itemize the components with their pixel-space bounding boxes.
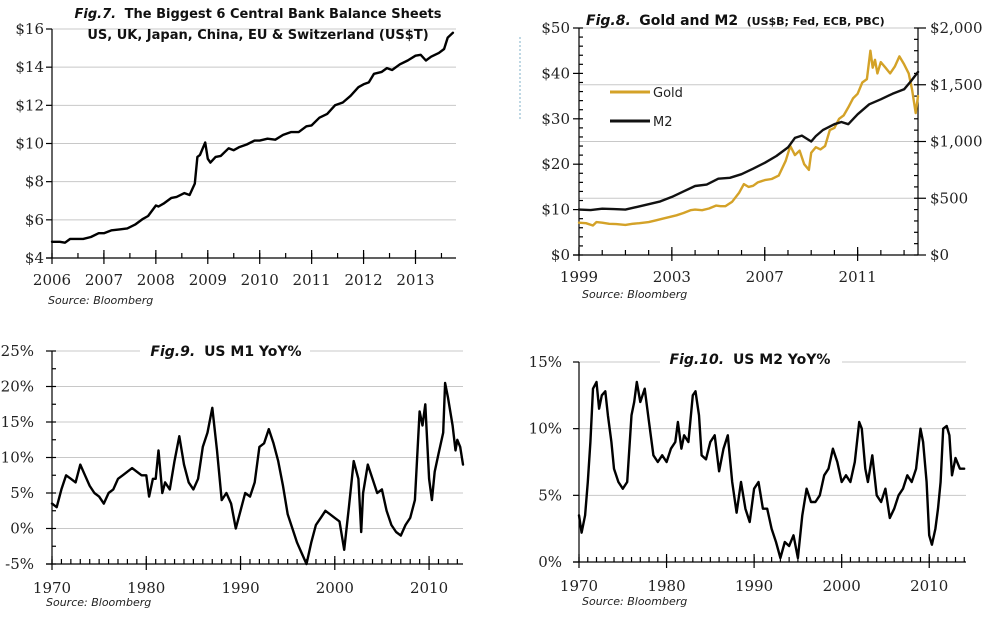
fig10-ytick-label: 5%: [538, 486, 562, 504]
fig9-title: Fig.9. US M1 YoY%: [150, 344, 301, 360]
chart-fig10: 0% 5% 10% 15% 1970 1980 1990 2000 2010 Fig.10. U…: [529, 350, 966, 608]
fig10-xtick-label: 1980: [647, 577, 685, 595]
fig9-ytick-label: 5%: [10, 484, 34, 502]
fig8-title-main: Gold and M2: [639, 13, 738, 29]
fig9-ytick-label: 20%: [1, 378, 34, 396]
fig9-series-us-m1-yoy--line: [50, 381, 465, 566]
fig7-xtick-label: 2010: [241, 271, 279, 289]
fig10-xtick-label: 2010: [910, 577, 948, 595]
fig8-series-gold-line: [577, 49, 920, 227]
fig10-xtick-label: 1990: [735, 577, 773, 595]
fig8-ytick-label: $0: [551, 246, 570, 264]
fig7-xtick-label: 2012: [344, 271, 382, 289]
fig10-series-us-m2-yoy--line: [577, 380, 966, 560]
fig9-ytick-label: 0%: [10, 520, 34, 538]
fig7-xtick-label: 2009: [189, 271, 227, 289]
fig8-xtick-label: 1999: [560, 268, 598, 286]
fig8-title-suffix: (US$B; Fed, ECB, PBC): [747, 15, 885, 28]
fig7-subtitle: US, UK, Japan, China, EU & Switzerland (…: [87, 28, 428, 43]
fig9-title-main: US M1 YoY%: [204, 344, 302, 360]
chart-fig9: -5%0%5%10%15%20%25%1970 1980 1990 2000 2010 …: [1, 340, 465, 609]
fig7-series: [50, 31, 455, 244]
fig7-ytick-label: $8: [25, 173, 44, 191]
chart-fig8: $0 $10 $20 $30 $40 $50 $0 $500 $1,000 $1,500 $2,00…: [519, 13, 983, 301]
fig10-ytick-label: 15%: [529, 353, 562, 371]
fig10-xtick-label: 2000: [823, 577, 861, 595]
fig10-title: Fig.10. US M2 YoY%: [670, 352, 831, 368]
fig10-xtick-label: 1970: [560, 577, 598, 595]
fig9-title-prefix: Fig.9.: [150, 344, 195, 360]
fig8-series-m2-line: [577, 70, 920, 212]
fig8-legend-m2-label: M2: [653, 115, 673, 130]
fig10-series: [577, 380, 966, 560]
fig8-gridlines: [579, 27, 918, 199]
fig7-axes: [46, 28, 456, 264]
fig7-xtick-label: 2007: [85, 271, 123, 289]
fig8-ytick-label: $30: [541, 110, 570, 128]
fig8-ytick-right-label: $1,500: [930, 76, 983, 94]
fig9-xtick-label: 2010: [410, 579, 448, 597]
fig9-series: [50, 381, 465, 566]
fig7-series-central-bank-balance-sheets-line: [50, 31, 455, 244]
fig8-title: Fig.8. Gold and M2 (US$B; Fed, ECB, PBC): [586, 13, 885, 29]
fig7-xtick-label: 2008: [137, 271, 175, 289]
fig8-ytick-right-label: $0: [930, 246, 949, 264]
fig7-ytick-label: $12: [15, 96, 44, 114]
fig9-title-bg: [140, 340, 310, 360]
fig10-title-main: US M2 YoY%: [733, 352, 831, 368]
fig9-xtick-label: 2000: [316, 579, 354, 597]
fig9-xtick-label: 1970: [33, 579, 71, 597]
fig9-tick-labels: -5% 0% 5% 10% 15% 20% 25% 1970 1980 1990 2000 2010: [1, 342, 449, 597]
fig7-ytick-label: $6: [25, 211, 44, 229]
fig7-title-main: The Biggest 6 Central Bank Balance Sheet…: [125, 7, 442, 22]
fig9-gridlines: [52, 350, 463, 529]
fig7-gridlines: [52, 28, 456, 221]
chart-fig7: $4 $6 $8 $10 $12 $14 $16 2006 2007 2008 2009 2010 20…: [15, 7, 456, 307]
fig7-source: Source: Bloomberg: [48, 294, 153, 307]
fig8-ytick-right-label: $1,000: [930, 133, 983, 151]
fig7-ytick-label: $14: [15, 58, 44, 76]
fig8-axes: [573, 27, 926, 261]
fig8-xtick-label: 2011: [839, 268, 877, 286]
fig10-ytick-label: 0%: [538, 553, 562, 571]
fig7-title: Fig.7. The Biggest 6 Central Bank Balanc…: [75, 7, 442, 22]
fig7-ytick-label: $10: [15, 135, 44, 153]
fig7-ytick-label: $4: [25, 249, 44, 267]
fig8-ytick-label: $20: [541, 155, 570, 173]
fig8-ytick-label: $10: [541, 201, 570, 219]
fig9-ytick-label: 25%: [1, 342, 34, 360]
fig10-title-prefix: Fig.10.: [670, 352, 725, 368]
fig8-tick-labels: $0 $10 $20 $30 $40 $50 $0 $500 $1,000 $1,500 $2,00…: [541, 19, 982, 286]
fig9-ytick-label: 15%: [1, 413, 34, 431]
fig8-ytick-label: $40: [541, 64, 570, 82]
fig10-tick-labels: 0% 5% 10% 15% 1970 1980 1990 2000 2010: [529, 353, 949, 595]
fig9-xtick-label: 1990: [221, 579, 259, 597]
fig8-ytick-right-label: $500: [930, 189, 968, 207]
fig7-title-prefix: Fig.7.: [75, 7, 117, 22]
fig10-title-bg: [660, 350, 842, 372]
fig8-legend-gold-label: Gold: [653, 86, 683, 101]
fig9-xtick-label: 1980: [127, 579, 165, 597]
fig8-xtick-label: 2007: [746, 268, 784, 286]
fig8-legend: Gold M2: [610, 86, 683, 130]
fig7-xtick-label: 2006: [33, 271, 71, 289]
fig10-source: Source: Bloomberg: [582, 595, 687, 608]
fig9-axes: [46, 350, 463, 570]
fig8-source: Source: Bloomberg: [582, 288, 687, 301]
fig7-xtick-label: 2013: [396, 271, 434, 289]
fig9-ytick-label: -5%: [5, 555, 34, 573]
fig7-ytick-label: $16: [15, 20, 44, 38]
fig7-tick-labels: $4 $6 $8 $10 $12 $14 $16 2006 2007 2008 2009 2010 20…: [15, 20, 434, 289]
fig9-source: Source: Bloomberg: [46, 596, 151, 609]
fig8-series: [577, 49, 920, 227]
fig8-ytick-label: $50: [541, 19, 570, 37]
fig8-title-prefix: Fig.8.: [586, 13, 631, 29]
fig7-xtick-label: 2011: [293, 271, 331, 289]
fig8-xtick-label: 2003: [653, 268, 691, 286]
fig9-ytick-label: 10%: [1, 449, 34, 467]
fig8-ytick-right-label: $2,000: [930, 19, 983, 37]
fig10-axes: [573, 361, 966, 568]
fig10-ytick-label: 10%: [529, 420, 562, 438]
